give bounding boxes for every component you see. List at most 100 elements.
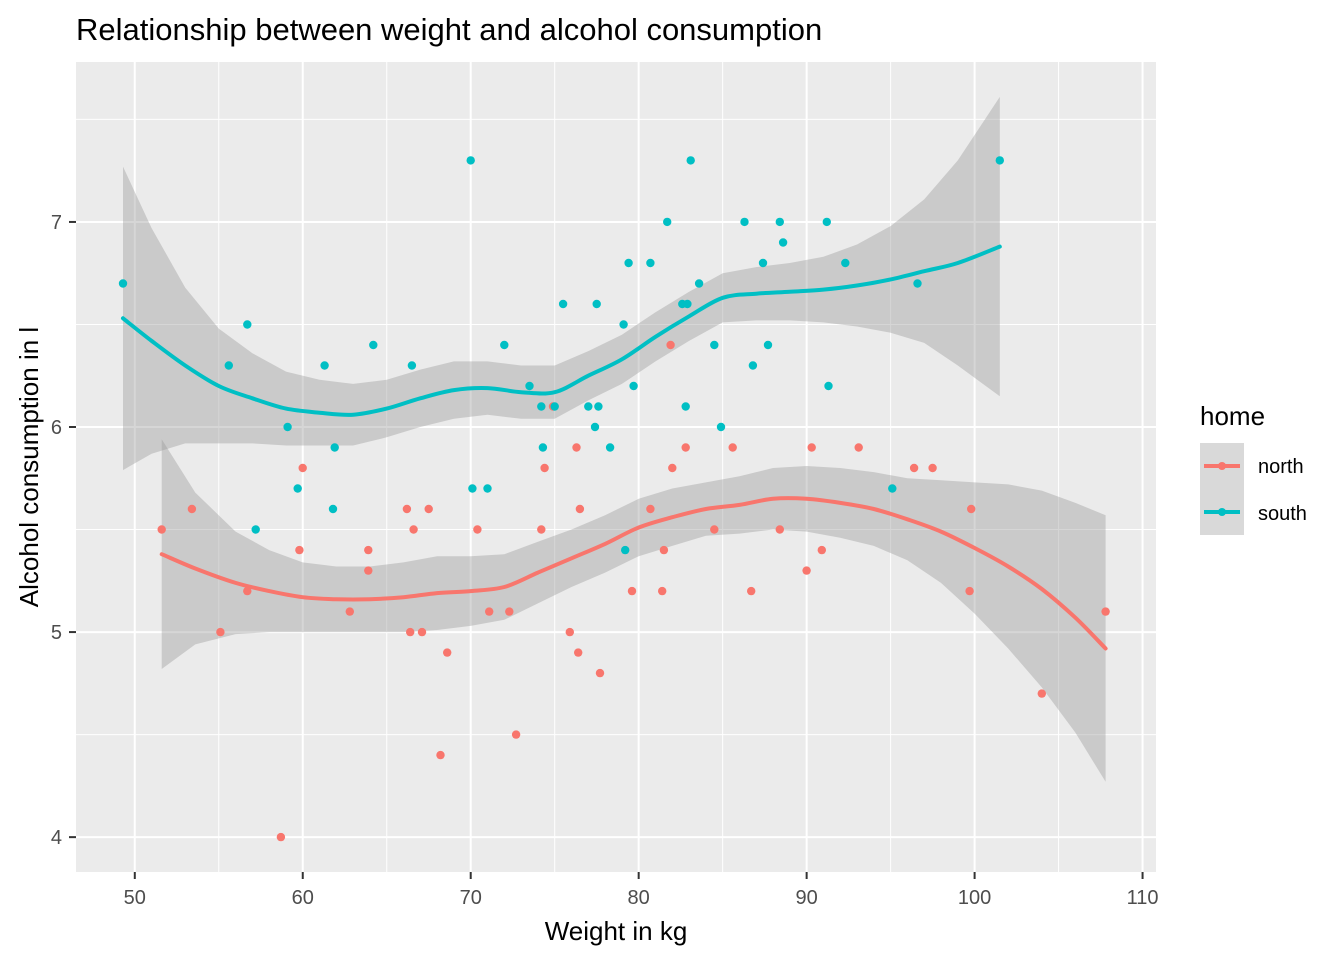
point-south [624, 258, 633, 268]
point-north [537, 525, 546, 534]
point-south [407, 361, 417, 370]
point-north [965, 586, 974, 596]
major-gridlines [76, 62, 1156, 872]
point-south [224, 361, 233, 370]
point-south [468, 484, 477, 493]
point-north [216, 627, 225, 637]
legend-item-south: south [1200, 489, 1307, 535]
smooth-line-south [121, 244, 1002, 417]
point-south [995, 156, 1004, 165]
point-north [436, 750, 445, 760]
point-south [775, 217, 784, 227]
point-north [728, 443, 737, 452]
point-north [295, 545, 304, 555]
point-north [807, 443, 816, 452]
point-south [369, 340, 378, 350]
point-north [658, 586, 667, 596]
point-north [511, 730, 521, 739]
point-south [466, 156, 475, 165]
y-tick-label: 5 [51, 622, 62, 644]
point-north [681, 443, 690, 452]
point-north [928, 463, 937, 473]
point-north [1037, 689, 1047, 698]
legend-item-north: north [1200, 443, 1304, 489]
legend-label-south: south [1258, 503, 1307, 525]
point-north [666, 340, 675, 350]
point-north [157, 525, 166, 534]
point-north [747, 586, 756, 596]
point-north [817, 545, 826, 555]
point-south [537, 402, 546, 411]
point-south [822, 217, 831, 227]
point-south [629, 381, 638, 391]
point-north [659, 545, 669, 555]
point-north [710, 525, 719, 534]
point-north [540, 463, 549, 473]
x-tick-label: 100 [958, 887, 991, 909]
point-south [594, 402, 603, 411]
point-north [627, 586, 637, 596]
point-south [621, 545, 630, 555]
point-south [841, 258, 850, 268]
point-north [646, 504, 655, 514]
point-north [565, 627, 574, 637]
x-axis-title: Weight in kg [545, 916, 688, 946]
x-tick-label: 60 [292, 887, 314, 909]
x-axis-ticks: 50 60 70 80 90 100 110 [124, 872, 1159, 909]
point-north [775, 525, 784, 534]
point-north [473, 525, 482, 534]
point-south [118, 279, 128, 288]
point-north [909, 463, 919, 473]
point-north [345, 607, 354, 616]
point-north [409, 525, 418, 534]
point-north [574, 648, 583, 657]
point-north [424, 504, 433, 514]
point-south [619, 320, 628, 329]
point-north [572, 443, 581, 452]
x-tick-label: 50 [124, 887, 146, 909]
point-north [243, 586, 252, 596]
point-south [525, 381, 534, 391]
point-south [251, 525, 260, 534]
y-tick-label: 7 [51, 212, 62, 234]
point-south [646, 258, 655, 268]
point-north [364, 566, 373, 575]
y-tick-label: 4 [51, 827, 62, 849]
x-tick-label: 90 [796, 887, 818, 909]
point-south [716, 422, 726, 432]
point-north [485, 607, 494, 616]
point-north [364, 545, 373, 555]
point-south [778, 238, 788, 247]
point-north [443, 648, 452, 657]
point-south [605, 443, 615, 452]
point-north [406, 627, 415, 637]
point-south [293, 484, 302, 493]
point-south [663, 217, 672, 227]
smooth-lines [121, 244, 1108, 651]
point-north [417, 627, 427, 637]
point-south [558, 299, 568, 309]
point-south [763, 340, 773, 350]
point-north [668, 463, 677, 473]
x-tick-label: 70 [460, 887, 482, 909]
point-north [276, 832, 286, 842]
confidence-ribbon-south [123, 96, 1000, 471]
point-south [538, 443, 548, 452]
smooth-line-north [159, 496, 1108, 651]
legend-key-point [1218, 462, 1226, 470]
point-north [802, 566, 811, 575]
point-north [595, 668, 605, 678]
point-north [1101, 607, 1110, 616]
point-south [550, 402, 559, 411]
confidence-ribbons [123, 96, 1106, 782]
legend-label-north: north [1258, 456, 1304, 478]
point-south [592, 299, 601, 309]
y-axis-ticks: 4 5 6 7 [51, 212, 76, 849]
point-south [320, 361, 329, 370]
point-south [243, 320, 252, 329]
point-south [913, 279, 922, 288]
point-south [683, 299, 692, 309]
point-south [584, 402, 593, 411]
confidence-ribbon-north [161, 439, 1106, 782]
